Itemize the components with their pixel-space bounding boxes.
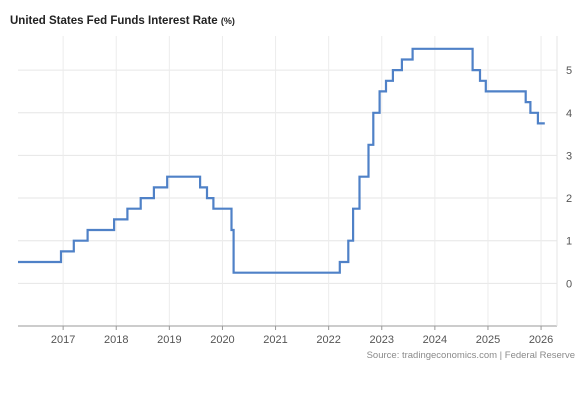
y-tick-label: 0: [566, 278, 572, 290]
source-credit: Source: tradingeconomics.com | Federal R…: [366, 350, 575, 361]
x-tick-label: 2024: [423, 334, 447, 346]
x-tick-label: 2020: [210, 334, 234, 346]
y-tick-label: 5: [566, 65, 572, 77]
x-tick-label: 2018: [104, 334, 128, 346]
chart-title-unit: (%): [220, 16, 235, 26]
chart-title: United States Fed Funds Interest Rate (%…: [10, 15, 235, 27]
chart-title-text: United States Fed Funds Interest Rate: [10, 15, 218, 27]
x-tick-label: 2021: [263, 334, 287, 346]
x-tick-label: 2023: [370, 334, 394, 346]
x-tick-label: 2017: [51, 334, 75, 346]
y-tick-label: 1: [566, 236, 572, 248]
x-tick-label: 2019: [157, 334, 181, 346]
y-tick-label: 3: [566, 150, 572, 162]
series-line-fed-funds-rate: [18, 47, 545, 274]
chart-grid: [18, 36, 557, 326]
x-tick-label: 2026: [529, 334, 553, 346]
chart-axes: 0 1 2 3 4 5 2017 2018 2019 2020 2021 2022 2023 2024 20…: [18, 36, 572, 346]
x-tick-label: 2022: [316, 334, 340, 346]
chart-series: [18, 47, 545, 274]
x-tick-label: 2025: [476, 334, 500, 346]
y-tick-label: 2: [566, 193, 572, 205]
y-tick-label: 4: [566, 108, 572, 120]
